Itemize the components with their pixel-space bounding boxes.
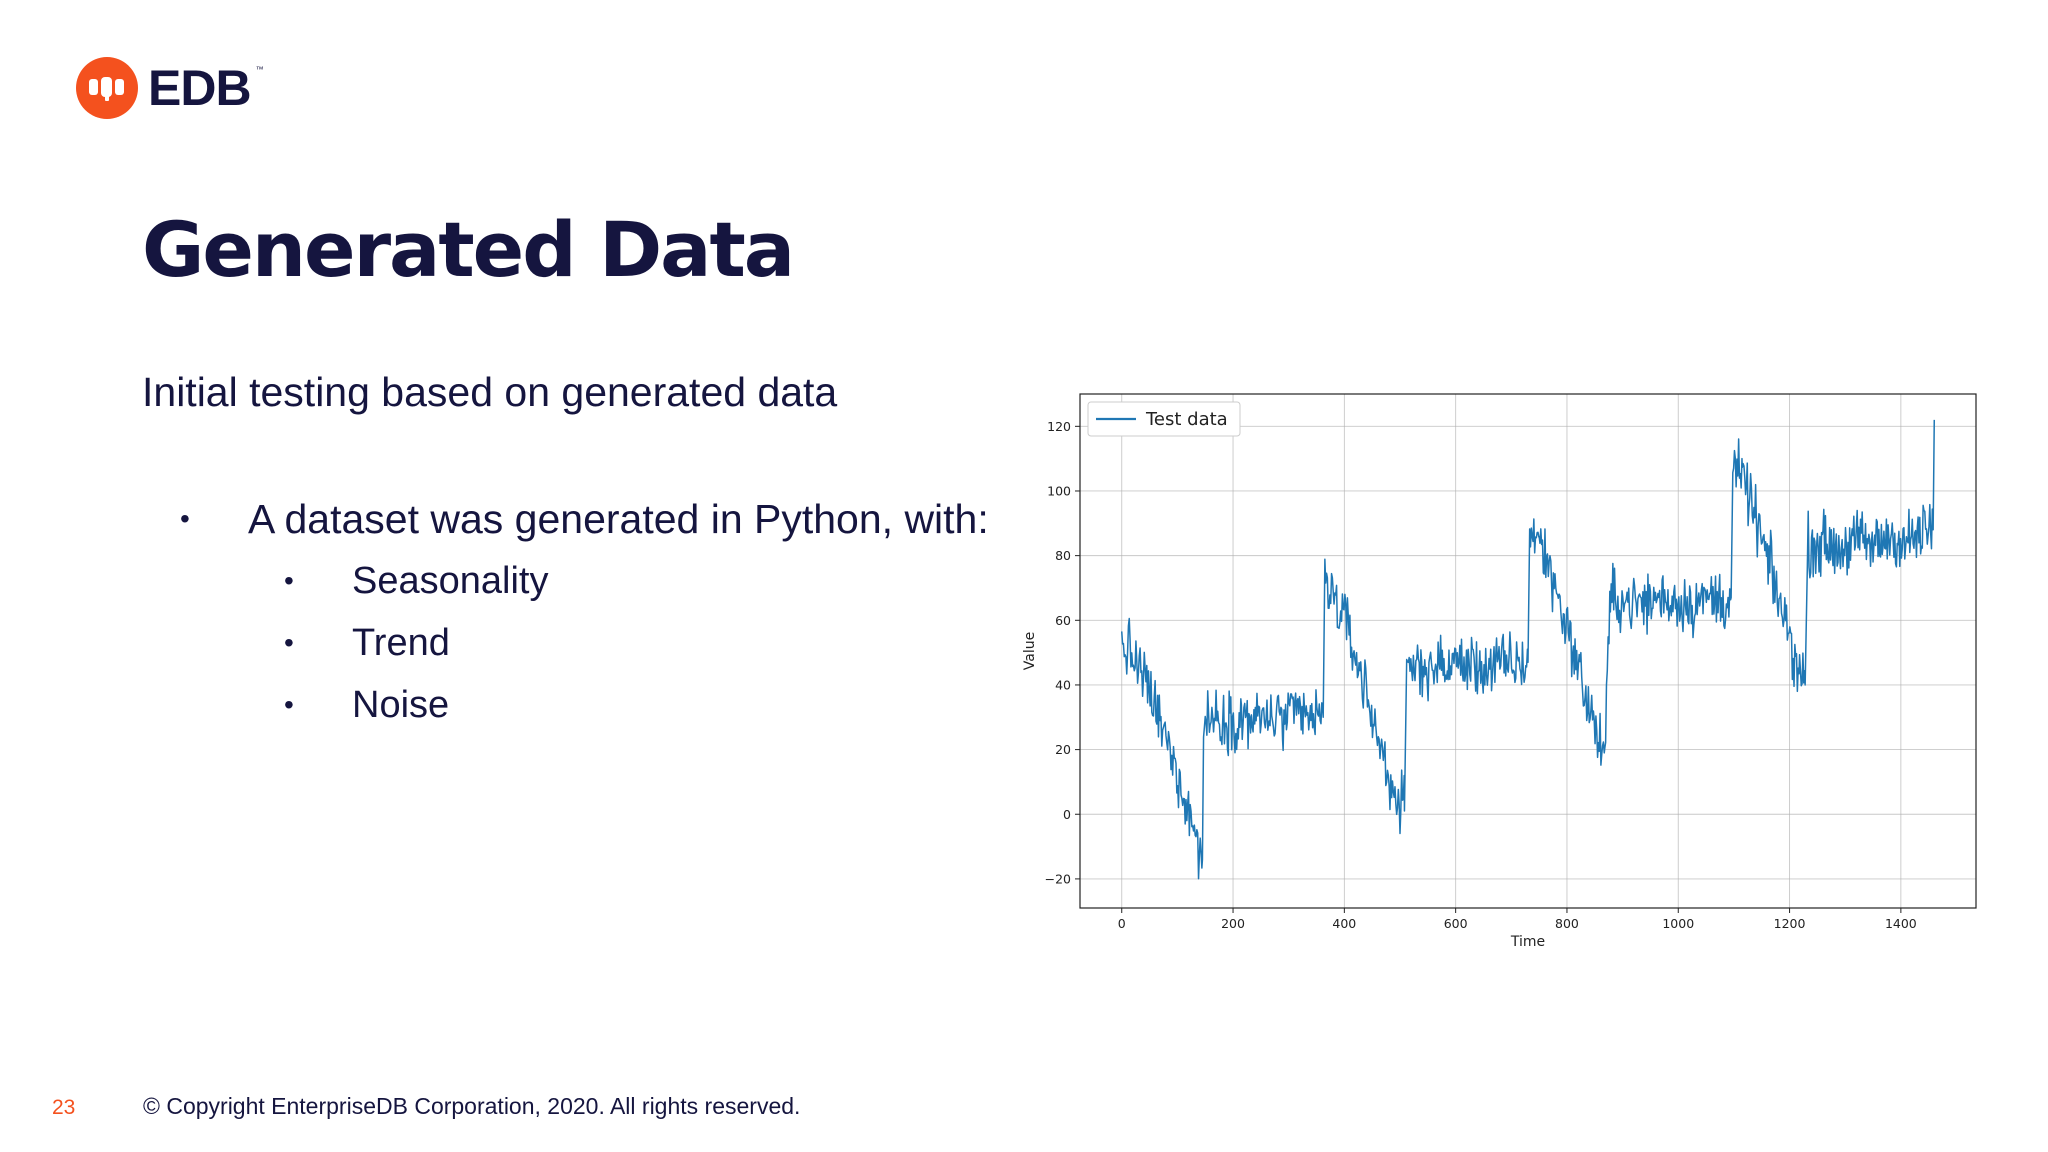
x-tick-label: 1400 <box>1885 916 1917 931</box>
bullet-dot: • <box>284 689 294 720</box>
elephant-icon <box>89 77 124 101</box>
y-tick-label: 20 <box>1055 742 1071 757</box>
x-tick-label: 600 <box>1444 916 1468 931</box>
y-tick-label: 60 <box>1055 613 1071 628</box>
test-data-chart: 0 200 400 600 800 1000 1200 1400 −20 0 20 40 60 80 100… <box>1010 378 1990 958</box>
page-number: 23 <box>52 1096 76 1119</box>
x-tick-label: 1000 <box>1662 916 1694 931</box>
copyright-notice: © Copyright EnterpriseDB Corporation, 20… <box>143 1093 801 1119</box>
trademark-symbol: ™ <box>255 65 264 74</box>
x-tick-label: 0 <box>1118 916 1126 931</box>
edb-wordmark: EDB ™ <box>148 59 264 117</box>
y-axis-label: Value <box>1022 632 1038 670</box>
sub-bullet-text: Noise <box>352 684 450 726</box>
y-tick-label: 40 <box>1055 677 1071 692</box>
y-tick-label: 80 <box>1055 548 1071 563</box>
x-tick-label: 200 <box>1221 916 1245 931</box>
y-tick-label: −20 <box>1045 871 1071 886</box>
sub-bullet-seasonality: • Seasonality <box>142 550 1022 612</box>
y-tick-label: 100 <box>1047 483 1071 498</box>
y-tick-label: 120 <box>1047 419 1071 434</box>
edb-logo: EDB ™ <box>76 56 264 120</box>
series-line-test-data <box>1120 419 1936 880</box>
edb-logo-mark <box>76 57 138 119</box>
line-chart-svg: 0 200 400 600 800 1000 1200 1400 −20 0 20 40 60 80 100… <box>1022 393 1977 950</box>
legend-box <box>1087 401 1241 437</box>
plot-frame <box>1079 393 1977 909</box>
bullet-dot: • <box>180 503 190 534</box>
x-axis-label: Time <box>1510 934 1545 950</box>
sub-bullet-text: Seasonality <box>352 560 549 602</box>
bullet-list: • A dataset was generated in Python, wit… <box>142 488 1022 736</box>
slide-title: Generated Data <box>142 205 795 294</box>
x-tick-label: 400 <box>1332 916 1356 931</box>
sub-bullet-noise: • Noise <box>142 674 1022 736</box>
line-layer <box>1120 419 1936 880</box>
chart-legend: Test data <box>1087 401 1241 437</box>
bullet-item: • A dataset was generated in Python, wit… <box>142 488 1022 550</box>
slide-subtitle: Initial testing based on generated data <box>142 369 838 415</box>
bullet-dot: • <box>284 565 294 596</box>
bullet-text: A dataset was generated in Python, with: <box>248 496 989 542</box>
bullet-dot: • <box>284 627 294 658</box>
legend-label: Test data <box>1145 409 1228 430</box>
y-tick-label: 0 <box>1063 807 1071 822</box>
sub-bullet-trend: • Trend <box>142 612 1022 674</box>
x-tick-label: 1200 <box>1774 916 1806 931</box>
sub-bullet-text: Trend <box>352 622 450 664</box>
x-tick-label: 800 <box>1555 916 1579 931</box>
tick-layer: 0 200 400 600 800 1000 1200 1400 −20 0 20 40 60 80 100… <box>1045 419 1917 931</box>
edb-wordmark-text: EDB <box>148 60 252 116</box>
